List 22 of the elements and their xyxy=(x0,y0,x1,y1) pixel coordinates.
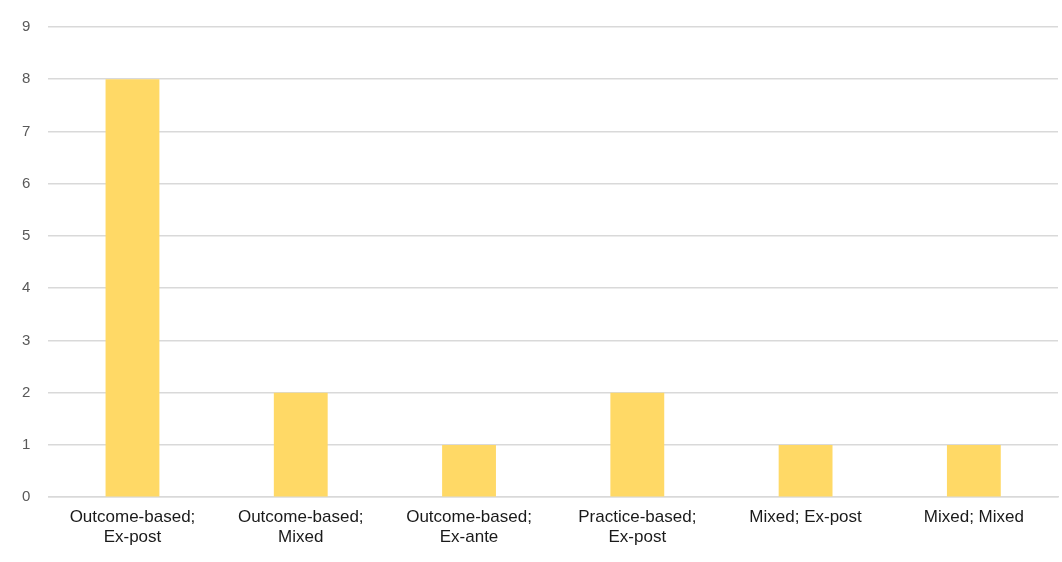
y-tick-label: 1 xyxy=(22,435,31,453)
y-tick-label: 0 xyxy=(22,487,31,505)
y-tick-label: 2 xyxy=(22,382,31,400)
bar xyxy=(946,444,1001,497)
y-tick-label: 8 xyxy=(22,69,31,87)
x-tick-label: Outcome-based; Ex-post xyxy=(69,507,196,547)
bar xyxy=(273,392,328,497)
y-tick-label: 9 xyxy=(22,17,31,35)
bar xyxy=(105,79,160,497)
y-tick-label: 5 xyxy=(22,226,31,244)
y-tick-label: 4 xyxy=(22,278,31,296)
x-tick-label: Mixed; Mixed xyxy=(923,507,1024,527)
x-tick-label: Outcome-based; Ex-ante xyxy=(406,507,532,547)
bar xyxy=(442,444,496,497)
y-tick-label: 3 xyxy=(22,330,31,348)
x-tick-label: Mixed; Ex-post xyxy=(749,507,863,527)
x-tick-label: Outcome-based; Mixed xyxy=(237,507,364,547)
y-tick-label: 6 xyxy=(22,173,31,191)
bar xyxy=(778,444,833,497)
x-tick-label: Practice-based; Ex-post xyxy=(578,507,697,547)
y-tick-label: 7 xyxy=(22,121,31,139)
bar xyxy=(610,392,665,497)
